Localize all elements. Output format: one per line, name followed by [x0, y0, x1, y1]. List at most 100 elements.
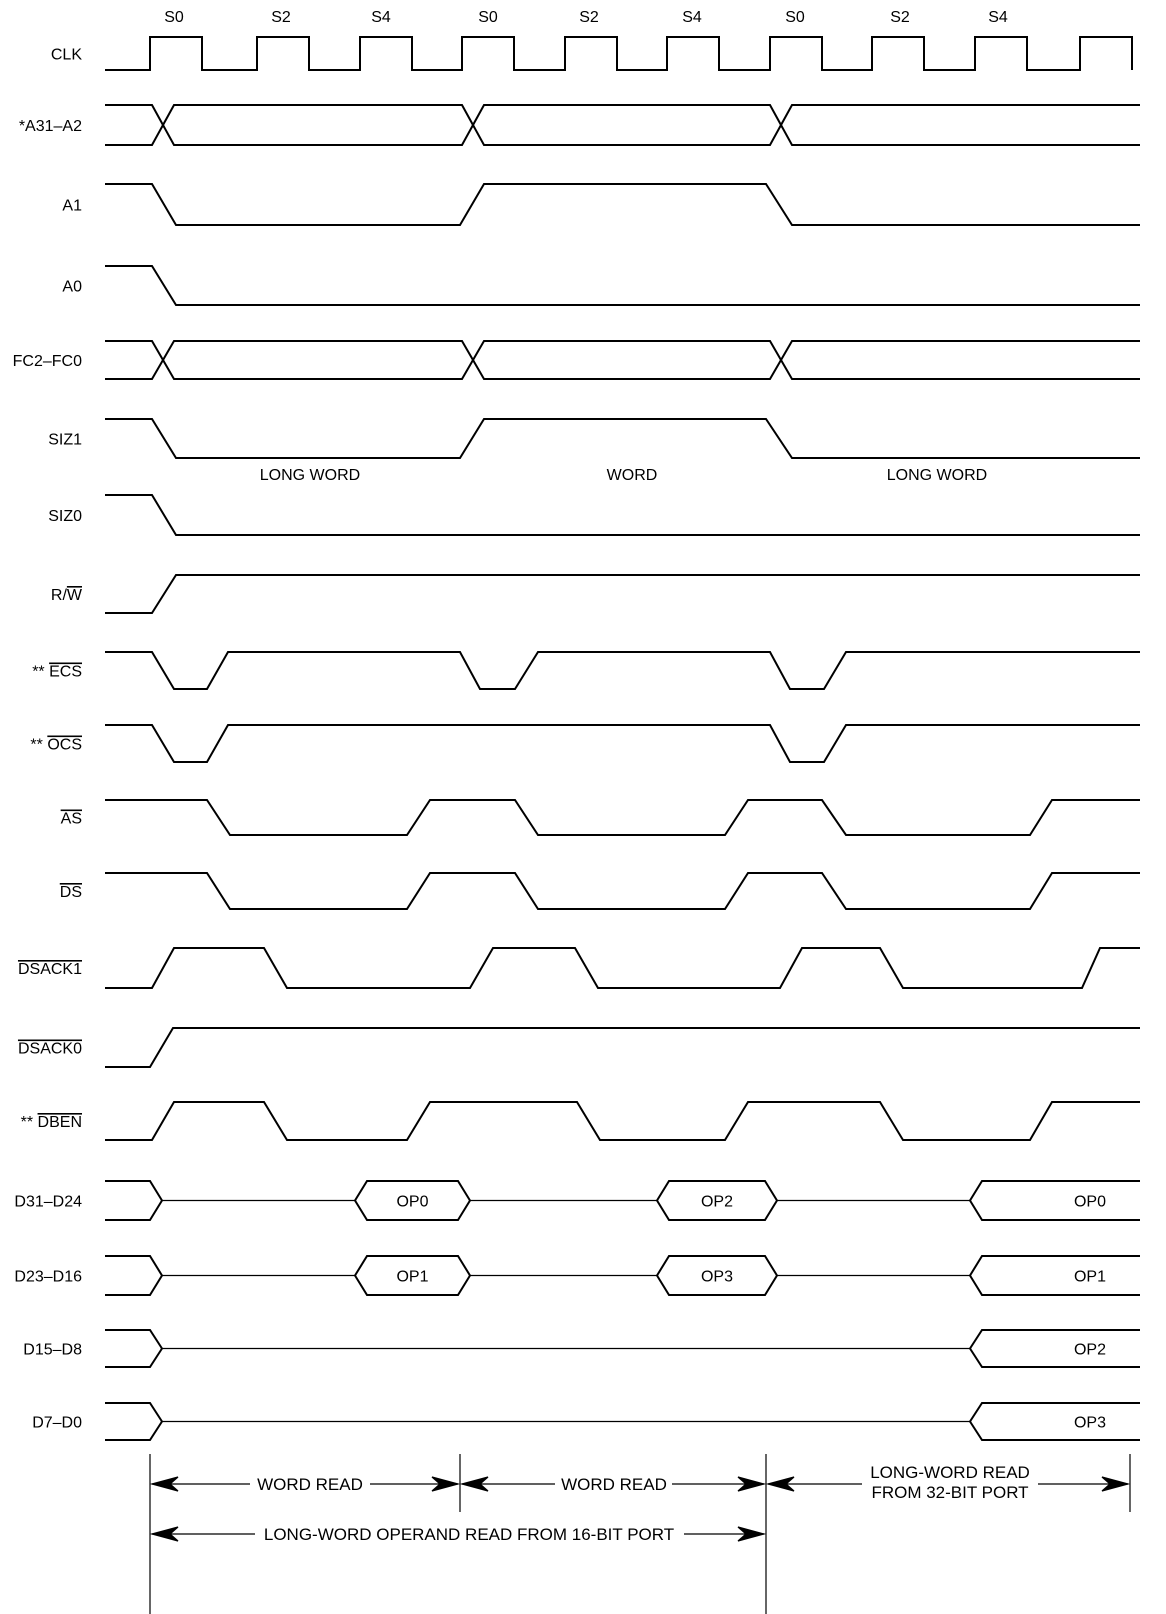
- clock-state-label: S4: [682, 9, 702, 26]
- transfer-size-label: LONG WORD: [260, 467, 360, 484]
- d2316-valid-bottom: [354, 1274, 471, 1296]
- d158-operand-label: OP2: [1074, 1342, 1106, 1359]
- clock-state-label: S2: [579, 9, 599, 26]
- clock-state-label: S2: [271, 9, 291, 26]
- clock-state-label: S0: [478, 9, 498, 26]
- d2316-valid-bottom: [969, 1274, 1140, 1296]
- d2316-start-bottom: [105, 1274, 163, 1296]
- d158-start-top: [105, 1329, 163, 1350]
- clock-state-labels: S0 S2 S4 S0 S2 S4 S0 S2 S4: [164, 9, 1008, 26]
- signal-label-dsack1: DSACK1: [18, 961, 82, 978]
- transfer-size-label: WORD: [607, 467, 658, 484]
- dsack0-waveform: [105, 1027, 1140, 1068]
- ecs-waveform: [105, 651, 1140, 690]
- d3124-start-top: [105, 1180, 163, 1202]
- signal-name-d158: D15–D8: [23, 1342, 82, 1359]
- signal-name-ecs: ECS: [49, 664, 82, 681]
- fc-waveform-top: [105, 340, 1140, 362]
- d70-start-top: [105, 1402, 163, 1423]
- long-word-read-line2-text: FROM 32-BIT PORT: [871, 1483, 1028, 1502]
- d3124-valid-bottom: [354, 1199, 471, 1221]
- signal-name-d2316: D23–D16: [14, 1269, 82, 1286]
- clock-state-label: S0: [164, 9, 184, 26]
- siz0-waveform: [105, 494, 1140, 536]
- signal-label-ds: DS: [60, 884, 82, 901]
- d2316-valid-top: [656, 1255, 778, 1277]
- d2316-start-top: [105, 1255, 163, 1277]
- clock-state-label: S4: [988, 9, 1008, 26]
- d2316-valid-top: [354, 1255, 471, 1277]
- signal-name-as: AS: [61, 811, 82, 828]
- siz1-waveform: [105, 418, 1140, 459]
- d3124-valid-top: [656, 1180, 778, 1202]
- signal-label-ecs: ** ECS: [32, 664, 82, 681]
- signal-name-dben: DBEN: [38, 1114, 82, 1131]
- dben-waveform: [105, 1101, 1140, 1141]
- signal-label-siz1: SIZ1: [48, 432, 82, 449]
- dimension-arrowhead: [459, 1476, 489, 1492]
- transfer-size-label: LONG WORD: [887, 467, 987, 484]
- signal-name-clk: CLK: [51, 47, 82, 64]
- ds-waveform: [105, 872, 1140, 910]
- d3124-valid-top: [354, 1180, 471, 1202]
- d158-valid-bottom: [969, 1347, 1140, 1368]
- signal-label-dsack0: DSACK0: [18, 1041, 82, 1058]
- signal-name-dsack0: DSACK0: [18, 1041, 82, 1058]
- signal-name-ocs: OCS: [47, 737, 82, 754]
- word-read-2-text: WORD READ: [561, 1475, 667, 1494]
- a31a2-waveform-bottom: [105, 122, 1140, 146]
- clock-state-label: S0: [785, 9, 805, 26]
- d2316-operand-label: OP1: [1074, 1269, 1106, 1286]
- word-read-1-text: WORD READ: [257, 1475, 363, 1494]
- rw-waveform: [105, 574, 1140, 614]
- d158-valid-top: [969, 1329, 1140, 1350]
- clock-state-label: S2: [890, 9, 910, 26]
- d3124-operand-label: OP2: [701, 1194, 733, 1211]
- d3124-start-bottom: [105, 1199, 163, 1221]
- d2316-valid-top: [969, 1255, 1140, 1277]
- signal-name-siz0: SIZ0: [48, 508, 82, 525]
- d3124-operand-label: OP0: [1074, 1194, 1106, 1211]
- signal-name-d3124: D31–D24: [14, 1194, 82, 1211]
- signal-name-dsack1: DSACK1: [18, 961, 82, 978]
- signal-label-siz0: SIZ0: [48, 508, 82, 525]
- d3124-valid-top: [969, 1180, 1140, 1202]
- signal-name-a0: A0: [62, 279, 82, 296]
- dimension-arrowhead: [149, 1476, 179, 1492]
- signal-label-dben: ** DBEN: [21, 1114, 82, 1131]
- signal-label-clk: CLK: [51, 47, 82, 64]
- fc-waveform-bottom: [105, 358, 1140, 380]
- signal-label-rw: R/W: [51, 587, 83, 604]
- signal-label-d3124: D31–D24: [14, 1194, 82, 1211]
- signal-name-a1: A1: [62, 198, 82, 215]
- d70-start-bottom: [105, 1420, 163, 1441]
- a31a2-waveform-top: [105, 104, 1140, 128]
- signal-label-a0: A0: [62, 279, 82, 296]
- d158-start-bottom: [105, 1347, 163, 1368]
- ocs-waveform: [105, 724, 1140, 763]
- d3124-operand-label: OP0: [396, 1194, 428, 1211]
- clk-waveform: [105, 36, 1133, 71]
- signal-label-ocs: ** OCS: [30, 737, 82, 754]
- d70-operand-label: OP3: [1074, 1415, 1106, 1432]
- long-word-read-line1-text: LONG-WORD READ: [870, 1463, 1030, 1482]
- signal-label-a31a2: *A31–A2: [19, 118, 82, 135]
- clock-state-label: S4: [371, 9, 391, 26]
- d70-valid-top: [969, 1402, 1140, 1423]
- d3124-valid-bottom: [656, 1199, 778, 1221]
- waveforms: OP0 OP2 OP0 OP1 OP3 OP1 OP2 OP3: [105, 36, 1140, 1441]
- signal-label-as: AS: [61, 811, 82, 828]
- dimension-arrowhead: [737, 1526, 767, 1542]
- annotations: LONG WORD WORD LONG WORD WORD READ WORD READ…: [149, 467, 1131, 1614]
- dimension-arrowhead: [737, 1476, 767, 1492]
- d70-valid-bottom: [969, 1420, 1140, 1441]
- signal-name-ds: DS: [60, 884, 82, 901]
- as-waveform: [105, 799, 1140, 836]
- dsack1-waveform: [105, 947, 1140, 989]
- long-word-operand-text: LONG-WORD OPERAND READ FROM 16-BIT PORT: [264, 1525, 674, 1544]
- signal-name-a31a2: *A31–A2: [19, 118, 82, 135]
- signal-name-siz1: SIZ1: [48, 432, 82, 449]
- signal-label-d2316: D23–D16: [14, 1269, 82, 1286]
- dimension-arrowhead: [765, 1476, 795, 1492]
